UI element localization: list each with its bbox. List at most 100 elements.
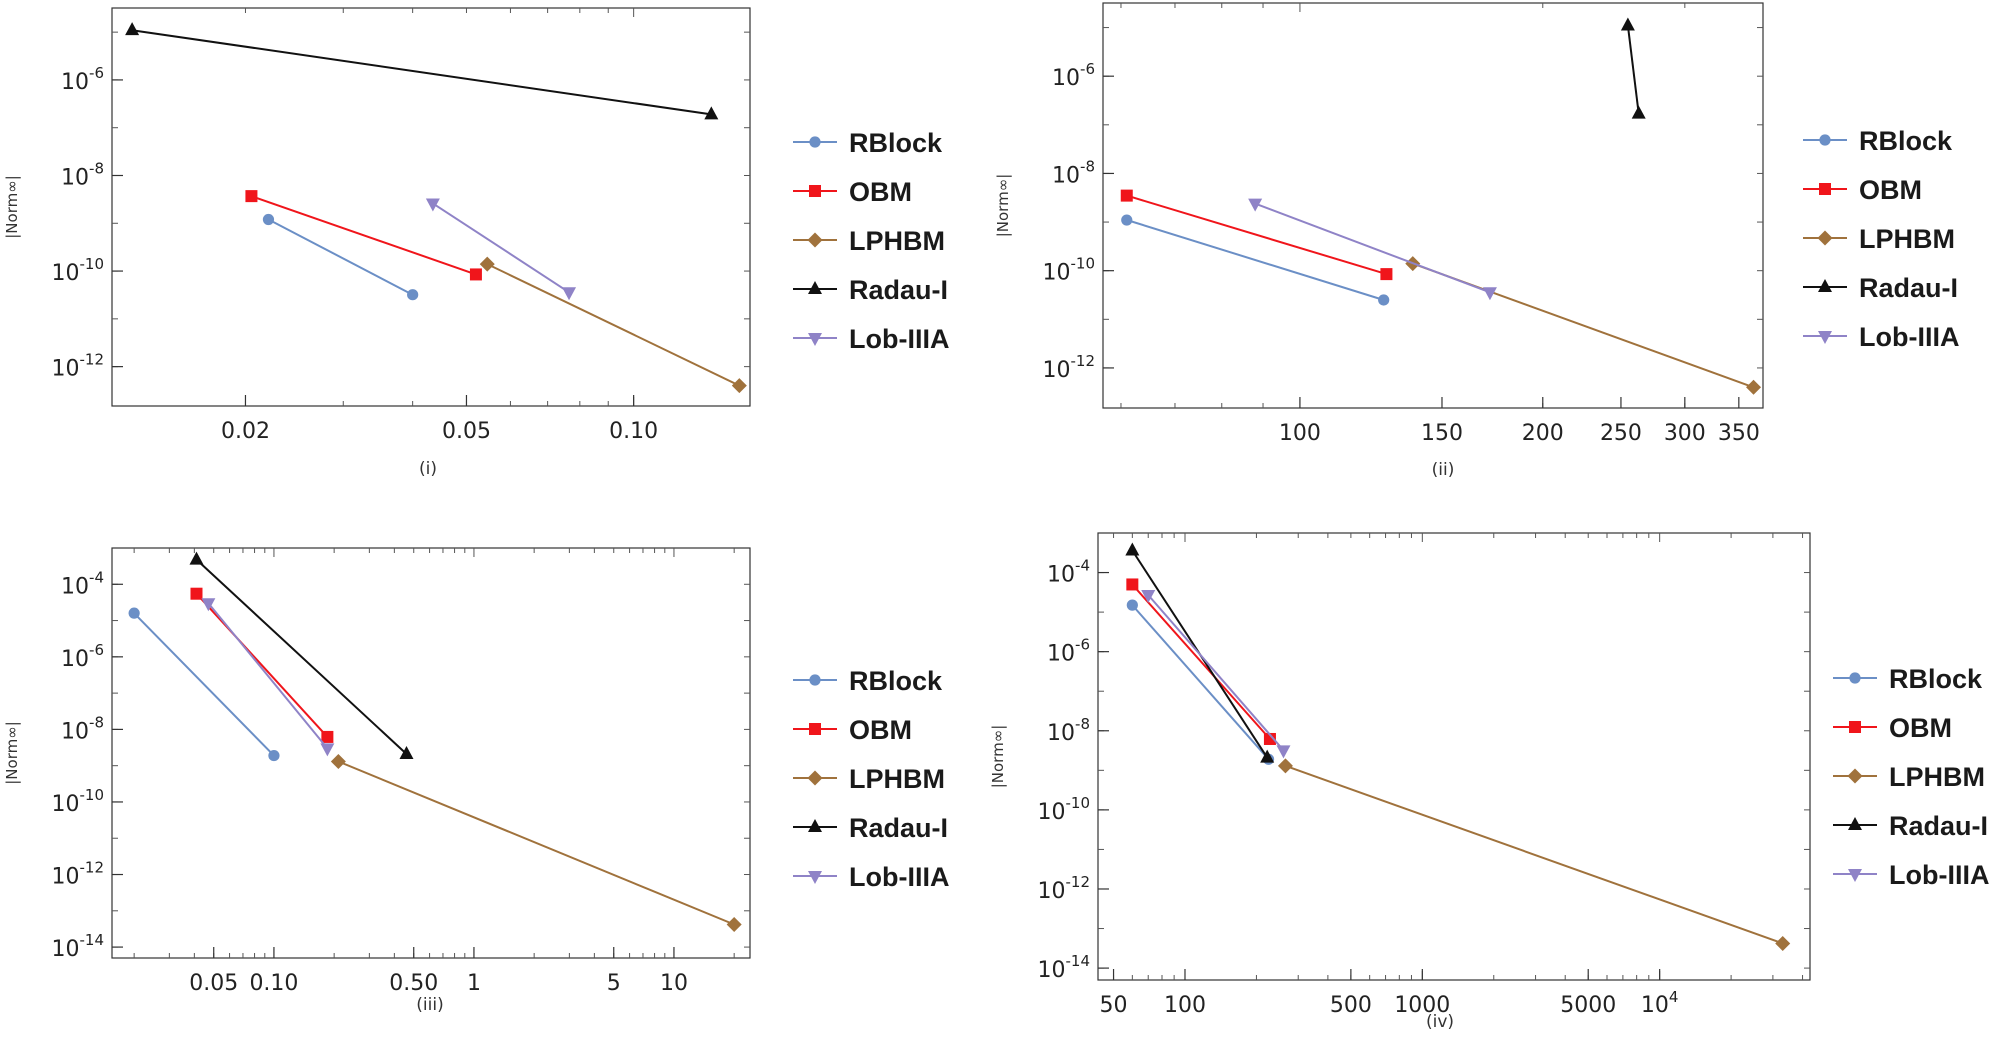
chart-1-frame bbox=[111, 7, 751, 407]
legend-item: RBlock bbox=[1803, 126, 1953, 156]
data-point bbox=[321, 730, 334, 743]
data-point bbox=[1746, 379, 1762, 395]
series-line bbox=[338, 760, 735, 926]
series-radau-i bbox=[1125, 542, 1275, 763]
legend-label: Radau-I bbox=[849, 813, 948, 843]
data-point bbox=[190, 587, 203, 600]
data-point bbox=[1277, 758, 1293, 774]
y-tick-label: 10-8 bbox=[1052, 157, 1095, 188]
legend-marker bbox=[809, 136, 821, 148]
series-line bbox=[486, 263, 740, 387]
legend-label: RBlock bbox=[1889, 664, 1983, 694]
x-tick-label: 5000 bbox=[1560, 993, 1616, 1018]
series-lob-iiia bbox=[425, 198, 577, 301]
series-line bbox=[207, 602, 329, 750]
series-lphbm bbox=[330, 754, 742, 932]
series-line bbox=[1131, 604, 1270, 760]
series-obm bbox=[190, 587, 334, 743]
legend-marker bbox=[1818, 279, 1832, 292]
data-point bbox=[1631, 105, 1646, 119]
legend-item: RBlock bbox=[793, 666, 943, 696]
data-point bbox=[128, 607, 140, 619]
x-tick-label: 1 bbox=[467, 971, 481, 996]
data-point bbox=[1263, 732, 1276, 745]
series-lphbm bbox=[479, 256, 747, 394]
data-point bbox=[1120, 189, 1133, 202]
x-tick-label: 100 bbox=[1164, 993, 1206, 1018]
y-tick-label: 10-6 bbox=[61, 64, 104, 95]
legend-marker bbox=[807, 232, 823, 248]
legend-item: Lob-IIIA bbox=[793, 324, 949, 354]
chart-3-y-axis-label: |Norm∞| bbox=[3, 721, 21, 785]
x-tick-label: 5 bbox=[607, 971, 621, 996]
y-tick-label: 10-4 bbox=[61, 568, 104, 599]
y-tick-label: 10-12 bbox=[52, 859, 105, 890]
legend-marker bbox=[1818, 331, 1832, 344]
x-tick-label: 500 bbox=[1330, 993, 1372, 1018]
chart-4-caption: (iv) bbox=[1426, 1012, 1454, 1032]
series-line bbox=[1626, 25, 1640, 114]
x-tick-label: 200 bbox=[1522, 421, 1564, 446]
legend-label: RBlock bbox=[1859, 126, 1953, 156]
series-rblock bbox=[1121, 214, 1390, 306]
series-lphbm bbox=[1277, 758, 1791, 951]
series-line bbox=[268, 218, 414, 296]
series-lphbm bbox=[1405, 256, 1762, 395]
series-obm bbox=[245, 190, 482, 281]
series-line bbox=[195, 558, 408, 755]
legend-marker bbox=[807, 770, 823, 786]
legend-label: LPHBM bbox=[849, 226, 945, 256]
legend-label: Radau-I bbox=[1859, 273, 1958, 303]
series-radau-i bbox=[125, 22, 719, 120]
y-tick-label: 10-12 bbox=[1038, 873, 1091, 904]
data-point bbox=[201, 598, 216, 612]
legend-item: OBM bbox=[1833, 713, 1952, 743]
x-tick-label: 350 bbox=[1718, 421, 1760, 446]
series-lob-iiia bbox=[201, 598, 335, 757]
chart-4-frame bbox=[1097, 532, 1811, 981]
data-point bbox=[399, 745, 414, 759]
series-line bbox=[133, 612, 275, 757]
y-tick-label: 10-6 bbox=[1047, 636, 1090, 667]
data-point bbox=[1276, 745, 1291, 759]
y-tick-label: 10-4 bbox=[1047, 557, 1090, 588]
data-point bbox=[1126, 578, 1139, 591]
x-tick-label: 250 bbox=[1600, 421, 1642, 446]
data-point bbox=[1260, 749, 1275, 763]
chart-1-legend: RBlock OBM LPHBM Radau-I Lob-IIIA bbox=[793, 128, 949, 354]
series-line bbox=[1285, 764, 1784, 945]
data-point bbox=[1775, 935, 1791, 951]
series-obm bbox=[1120, 189, 1393, 281]
legend-label: Lob-IIIA bbox=[849, 862, 949, 892]
legend-item: LPHBM bbox=[793, 226, 945, 256]
chart-3-caption: (iii) bbox=[416, 995, 443, 1015]
legend-label: RBlock bbox=[849, 128, 943, 158]
series-rblock bbox=[128, 607, 280, 762]
y-tick-label: 10-8 bbox=[61, 159, 104, 190]
data-point bbox=[268, 749, 280, 762]
chart-2-legend: RBlock OBM LPHBM Radau-I Lob-IIIA bbox=[1803, 126, 1959, 352]
x-tick-label: 0.10 bbox=[249, 971, 298, 996]
series-radau-i bbox=[189, 551, 414, 759]
chart-2-frame bbox=[1102, 2, 1764, 409]
data-point bbox=[1620, 17, 1635, 31]
legend-item: RBlock bbox=[1833, 664, 1983, 694]
y-tick-label: 10-10 bbox=[52, 255, 105, 286]
chart-4-minor-ticks bbox=[1098, 533, 1810, 980]
x-tick-label: 100 bbox=[1279, 421, 1321, 446]
series-line bbox=[195, 593, 329, 738]
x-tick-label: 0.05 bbox=[189, 971, 238, 996]
data-point bbox=[704, 106, 719, 120]
y-tick-label: 10-12 bbox=[1043, 352, 1096, 383]
legend-label: Lob-IIIA bbox=[1859, 322, 1959, 352]
y-tick-label: 10-12 bbox=[52, 351, 105, 382]
series-line bbox=[1126, 194, 1387, 276]
y-tick-label: 10-6 bbox=[61, 641, 104, 672]
x-tick-label: 0.10 bbox=[609, 419, 658, 444]
legend-item: Radau-I bbox=[1803, 273, 1958, 303]
y-tick-label: 10-14 bbox=[52, 931, 105, 962]
legend-marker bbox=[1819, 183, 1831, 195]
legend-item: Lob-IIIA bbox=[793, 862, 949, 892]
data-point bbox=[1125, 542, 1140, 556]
y-tick-label: 10-10 bbox=[1043, 255, 1096, 286]
